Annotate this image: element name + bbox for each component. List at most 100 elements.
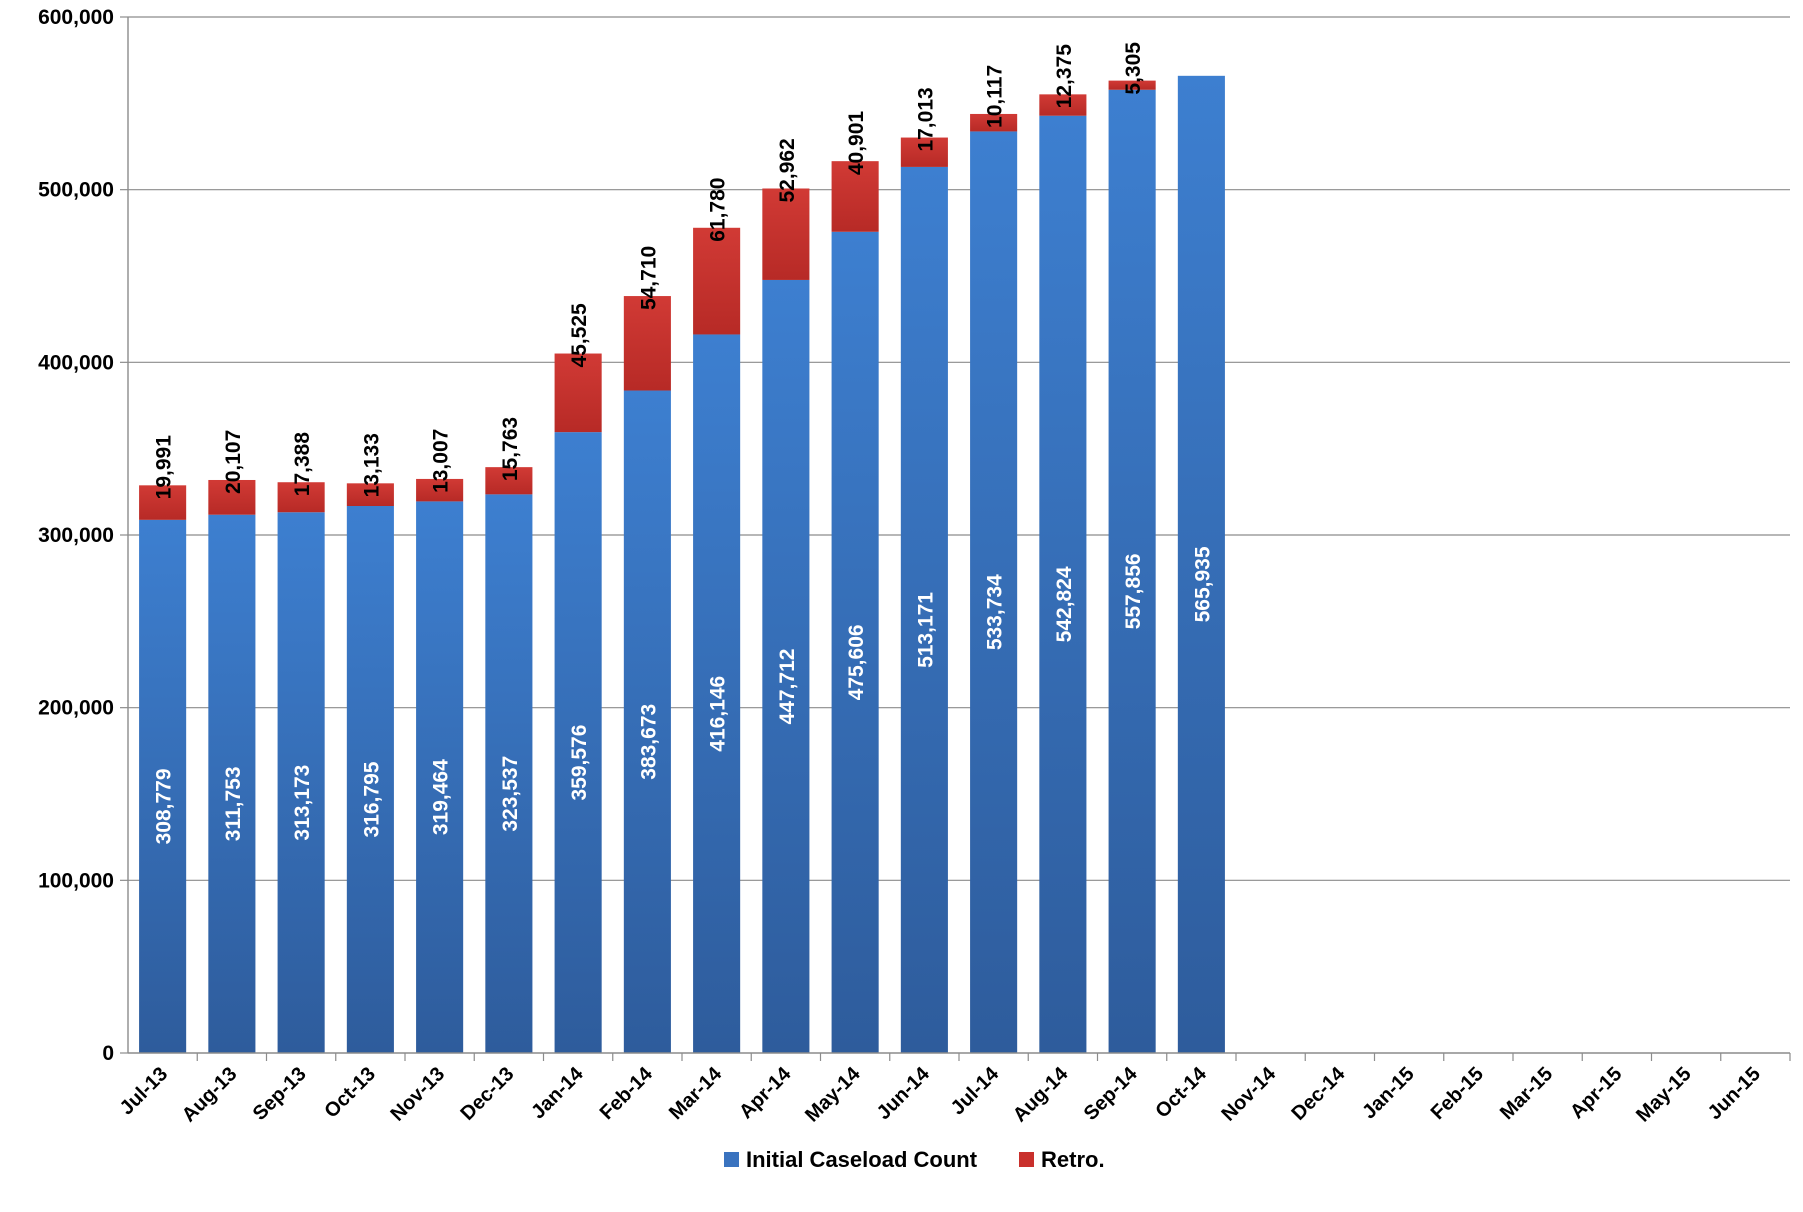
data-label-retro: 54,710 <box>637 246 660 310</box>
data-label-initial-caseload: 313,173 <box>291 765 314 841</box>
data-label-retro: 61,780 <box>707 178 730 242</box>
data-label-retro: 17,013 <box>914 87 937 151</box>
x-tick-label: Aug-13 <box>178 1063 241 1126</box>
bar-initial-caseload <box>1108 89 1156 1054</box>
x-tick-label: Aug-14 <box>1009 1062 1073 1126</box>
legend-swatch-initial-caseload <box>724 1152 739 1167</box>
data-label-retro: 12,375 <box>1053 44 1076 109</box>
data-label-initial-caseload: 316,795 <box>360 761 383 837</box>
bar-initial-caseload <box>693 334 741 1053</box>
bar-initial-caseload <box>139 519 187 1053</box>
data-label-retro: 10,117 <box>984 65 1007 128</box>
bar-initial-caseload <box>762 279 810 1053</box>
bar-retro <box>762 188 810 280</box>
data-label-initial-caseload: 475,606 <box>845 624 868 700</box>
bar-initial-caseload <box>831 231 879 1053</box>
x-tick-label: Sep-13 <box>249 1063 311 1125</box>
data-label-retro: 15,763 <box>499 417 522 481</box>
bar-retro <box>277 482 325 513</box>
bar-retro <box>693 227 741 335</box>
gridlines <box>128 16 1790 881</box>
legend-swatch-retro <box>1019 1152 1034 1167</box>
legend: Initial Caseload Count Retro. <box>724 1147 1105 1172</box>
x-tick-label: May-15 <box>1632 1063 1696 1127</box>
data-label-initial-caseload: 565,935 <box>1191 546 1214 622</box>
x-tick-label: Apr-14 <box>735 1062 796 1123</box>
y-tick-label: 0 <box>102 1042 114 1065</box>
data-label-initial-caseload: 383,673 <box>637 704 660 780</box>
data-label-retro: 45,525 <box>568 303 591 368</box>
y-tick-label: 200,000 <box>38 697 114 720</box>
x-tick-label: Feb-14 <box>596 1062 658 1124</box>
y-tick-label: 400,000 <box>38 351 114 374</box>
bar-retro <box>485 467 533 495</box>
bar-retro <box>900 137 948 167</box>
x-tick-label: Sep-14 <box>1080 1062 1143 1125</box>
bar-initial-caseload <box>554 432 602 1054</box>
bar-initial-caseload <box>277 512 325 1053</box>
bar-retro <box>416 478 464 502</box>
data-label-initial-caseload: 557,856 <box>1122 553 1145 629</box>
data-label-retro: 20,107 <box>222 430 245 494</box>
data-label-retro: 13,133 <box>360 433 383 497</box>
bar-initial-caseload <box>970 131 1018 1053</box>
y-tick-label: 100,000 <box>38 869 114 892</box>
y-tick-label: 300,000 <box>38 524 114 547</box>
bar-retro <box>1039 94 1087 116</box>
bar-initial-caseload <box>900 166 948 1053</box>
data-labels-layer: 308,779 19,991 311,753 20,107 313,173 17,388 3… <box>153 42 1215 845</box>
bars-layer <box>139 75 1225 1054</box>
x-tick-label: Jul-14 <box>947 1062 1004 1119</box>
data-label-retro: 17,388 <box>291 432 314 497</box>
data-label-initial-caseload: 542,824 <box>1053 566 1076 642</box>
x-tick-label: Oct-13 <box>320 1063 380 1123</box>
bar-initial-caseload <box>416 501 464 1053</box>
legend-label-initial-caseload: Initial Caseload Count <box>746 1147 978 1172</box>
bar-retro <box>623 296 671 391</box>
x-tick-label: Nov-14 <box>1217 1062 1280 1125</box>
bar-initial-caseload <box>485 494 533 1053</box>
bar-retro <box>139 485 187 520</box>
data-label-retro: 13,007 <box>430 429 453 493</box>
x-tick-label: Dec-14 <box>1287 1062 1350 1125</box>
bar-retro <box>970 113 1018 132</box>
x-tick-label: Jun-14 <box>873 1062 935 1124</box>
x-tick-label: Apr-15 <box>1566 1063 1626 1123</box>
bar-initial-caseload <box>1177 75 1225 1053</box>
x-tick-label: Mar-14 <box>665 1062 727 1124</box>
bar-retro <box>831 161 879 232</box>
x-tick-label: Mar-15 <box>1496 1063 1557 1124</box>
bar-retro <box>1108 80 1156 90</box>
bar-retro <box>208 479 256 515</box>
x-tick-label: Oct-14 <box>1151 1062 1211 1122</box>
x-tick-label: Jun-15 <box>1704 1063 1765 1124</box>
data-label-retro: 5,305 <box>1122 42 1145 95</box>
data-label-retro: 19,991 <box>153 435 176 500</box>
x-tick-label: Jan-14 <box>527 1062 588 1123</box>
data-label-retro: 40,901 <box>845 111 868 176</box>
data-label-initial-caseload: 513,171 <box>914 592 937 668</box>
x-tick-label: Nov-13 <box>386 1063 449 1126</box>
x-tick-label: Jul-13 <box>116 1063 172 1119</box>
data-label-initial-caseload: 447,712 <box>776 649 799 725</box>
y-tick-label: 600,000 <box>38 6 114 29</box>
y-tick-label: 500,000 <box>38 179 114 202</box>
x-tick-label: May-14 <box>801 1062 865 1126</box>
legend-label-retro: Retro. <box>1041 1147 1105 1172</box>
data-label-initial-caseload: 416,146 <box>707 676 730 752</box>
data-label-initial-caseload: 319,464 <box>430 759 453 835</box>
x-tick-label: Dec-13 <box>456 1063 518 1125</box>
bar-initial-caseload <box>346 506 394 1054</box>
data-label-initial-caseload: 359,576 <box>568 725 591 801</box>
data-label-initial-caseload: 308,779 <box>153 768 176 844</box>
bar-initial-caseload <box>623 390 671 1053</box>
data-label-retro: 52,962 <box>776 138 799 202</box>
bar-retro <box>346 483 394 507</box>
data-label-initial-caseload: 311,753 <box>222 766 245 841</box>
x-tick-label: Feb-15 <box>1427 1063 1488 1124</box>
bar-initial-caseload <box>1039 115 1087 1054</box>
data-label-initial-caseload: 323,537 <box>499 756 522 832</box>
bar-initial-caseload <box>208 514 256 1053</box>
